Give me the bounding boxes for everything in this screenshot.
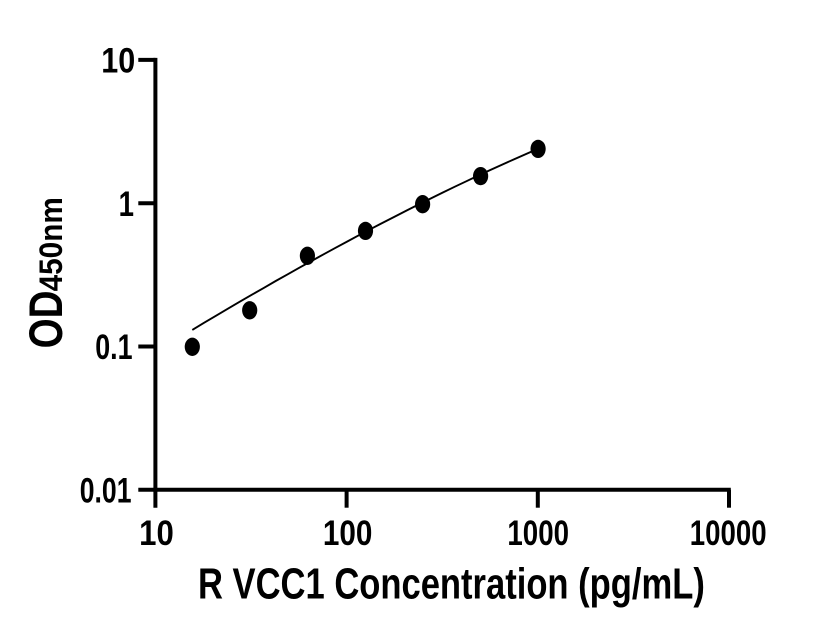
svg-text:1000: 1000: [507, 513, 569, 553]
svg-text:OD: OD: [20, 291, 73, 349]
svg-text:0.1: 0.1: [95, 326, 132, 367]
svg-text:0.01: 0.01: [80, 471, 132, 511]
svg-text:10: 10: [101, 41, 135, 81]
svg-text:10: 10: [139, 514, 174, 553]
svg-text:450nm: 450nm: [33, 197, 70, 291]
svg-text:1: 1: [119, 183, 134, 223]
svg-text:10000: 10000: [690, 513, 767, 553]
svg-text:R VCC1 Concentration (pg/mL): R VCC1 Concentration (pg/mL): [198, 560, 705, 609]
svg-text:100: 100: [323, 512, 373, 552]
